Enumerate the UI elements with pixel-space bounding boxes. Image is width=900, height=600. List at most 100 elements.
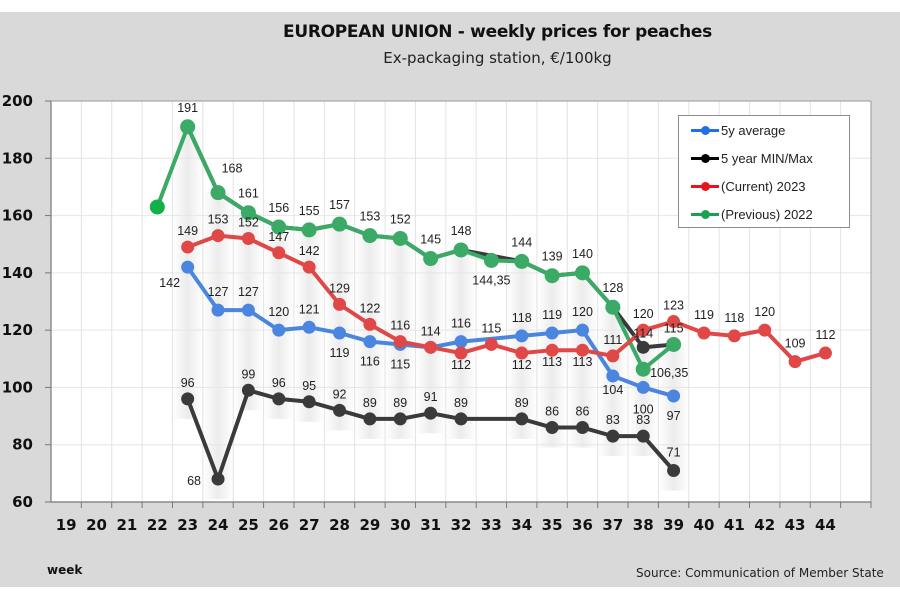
data-label: 95 bbox=[302, 379, 316, 393]
legend-label: (Current) 2023 bbox=[721, 178, 806, 194]
data-point bbox=[545, 421, 559, 435]
series-line--current-2023 bbox=[185, 233, 828, 364]
data-label: 91 bbox=[424, 390, 438, 404]
data-label: 116 bbox=[390, 319, 410, 333]
x-axis-title: week bbox=[47, 563, 83, 577]
y-tick-label: 120 bbox=[2, 321, 33, 339]
data-point bbox=[636, 340, 650, 354]
data-point bbox=[423, 251, 439, 267]
data-label: 161 bbox=[238, 187, 259, 201]
data-point bbox=[605, 299, 621, 315]
data-point bbox=[575, 343, 589, 357]
data-label: 142 bbox=[299, 244, 320, 258]
legend-swatch-black bbox=[691, 153, 719, 163]
y-tick-label: 60 bbox=[12, 493, 33, 511]
legend-swatch-blue bbox=[691, 125, 719, 135]
chart-title: EUROPEAN UNION - weekly prices for peach… bbox=[283, 22, 712, 42]
data-point bbox=[393, 412, 407, 426]
x-tick-label: 23 bbox=[177, 516, 198, 534]
data-label: 116 bbox=[360, 355, 380, 369]
data-label: 83 bbox=[606, 413, 620, 427]
data-label: 152 bbox=[238, 215, 259, 229]
data-label: 144,35 bbox=[472, 273, 510, 287]
data-label: 118 bbox=[724, 311, 744, 325]
data-label: 96 bbox=[181, 376, 195, 390]
data-point bbox=[301, 222, 317, 238]
data-point bbox=[180, 119, 196, 135]
x-tick-label: 39 bbox=[663, 516, 684, 534]
x-tick-label: 43 bbox=[785, 516, 806, 534]
data-point bbox=[271, 219, 287, 235]
data-point bbox=[818, 346, 832, 360]
legend-swatch-green bbox=[691, 209, 719, 219]
data-point bbox=[272, 246, 286, 260]
data-label: 121 bbox=[299, 302, 320, 316]
x-tick-label: 36 bbox=[572, 516, 593, 534]
data-label: 89 bbox=[393, 396, 407, 410]
data-point bbox=[149, 199, 165, 215]
data-label: 99 bbox=[241, 367, 255, 381]
data-point bbox=[241, 303, 255, 317]
data-point bbox=[515, 412, 529, 426]
data-label: 120 bbox=[572, 305, 593, 319]
data-point bbox=[574, 265, 590, 281]
y-tick-label: 160 bbox=[2, 207, 33, 225]
data-label: 86 bbox=[576, 405, 590, 419]
data-label: 100 bbox=[633, 402, 654, 416]
data-point bbox=[636, 380, 650, 394]
data-label: 104 bbox=[602, 383, 623, 397]
x-tick-label: 26 bbox=[268, 516, 289, 534]
data-label: 97 bbox=[667, 409, 681, 423]
data-point bbox=[606, 369, 620, 383]
x-tick-label: 27 bbox=[299, 516, 320, 534]
data-label: 92 bbox=[333, 387, 347, 401]
x-tick-label: 22 bbox=[147, 516, 168, 534]
data-point bbox=[302, 395, 316, 409]
data-point bbox=[181, 392, 195, 406]
data-label: 140 bbox=[572, 247, 593, 261]
data-point bbox=[272, 323, 286, 337]
min-max-band bbox=[536, 275, 568, 448]
data-label: 153 bbox=[208, 213, 229, 227]
data-label: 123 bbox=[663, 299, 684, 313]
data-point bbox=[667, 389, 681, 403]
data-point bbox=[363, 335, 377, 349]
data-point bbox=[667, 463, 681, 477]
data-label: 115 bbox=[664, 321, 684, 335]
data-point bbox=[333, 326, 347, 340]
data-label: 147 bbox=[268, 230, 289, 244]
data-point bbox=[302, 320, 316, 334]
x-tick-label: 21 bbox=[116, 516, 137, 534]
data-point bbox=[454, 346, 468, 360]
data-point bbox=[241, 383, 255, 397]
data-point bbox=[484, 337, 498, 351]
data-point bbox=[514, 253, 530, 269]
data-label: 113 bbox=[542, 355, 562, 369]
x-tick-label: 42 bbox=[754, 516, 775, 534]
data-label: 114 bbox=[421, 324, 441, 338]
data-label: 129 bbox=[329, 281, 350, 295]
data-point bbox=[424, 340, 438, 354]
data-point bbox=[667, 315, 681, 329]
legend-item-min-max: 5 year MIN/Max bbox=[691, 148, 813, 168]
data-label: 139 bbox=[542, 250, 563, 264]
legend-swatch-red bbox=[691, 181, 719, 191]
data-label: 112 bbox=[815, 328, 835, 342]
legend-label: 5 year MIN/Max bbox=[721, 150, 813, 166]
x-tick-label: 37 bbox=[602, 516, 623, 534]
legend: 5y average 5 year MIN/Max (Current) 2023… bbox=[678, 115, 850, 228]
data-point bbox=[393, 335, 407, 349]
legend-item-5y-average: 5y average bbox=[691, 120, 785, 140]
data-point bbox=[544, 268, 560, 284]
data-point bbox=[515, 329, 529, 343]
x-tick-label: 31 bbox=[420, 516, 441, 534]
data-point bbox=[211, 229, 225, 243]
data-point bbox=[454, 412, 468, 426]
data-label: 128 bbox=[602, 281, 623, 295]
data-point bbox=[515, 346, 529, 360]
data-point bbox=[333, 403, 347, 417]
data-label: 89 bbox=[363, 396, 377, 410]
data-label: 145 bbox=[420, 233, 441, 247]
x-tick-label: 19 bbox=[56, 516, 77, 534]
data-point bbox=[241, 231, 255, 245]
